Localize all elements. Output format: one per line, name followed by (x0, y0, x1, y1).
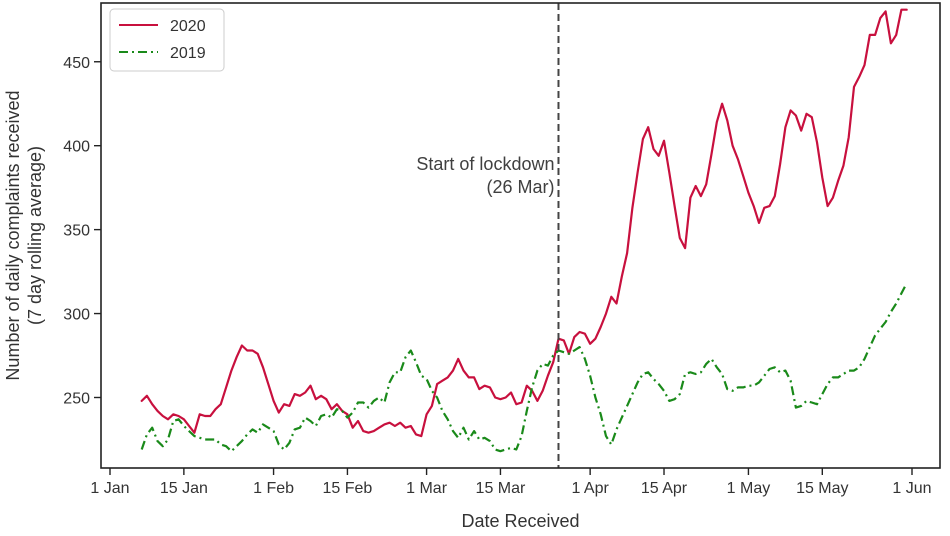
y-tick-label: 400 (63, 139, 90, 156)
x-tick-label: 1 May (727, 480, 771, 497)
x-tick-label: 15 Jan (160, 480, 208, 497)
series-line-2019 (140, 282, 908, 453)
legend-entry-2020: 2020 (170, 18, 206, 35)
x-tick-label: 15 Apr (641, 480, 688, 497)
x-tick-label: 15 May (796, 480, 848, 497)
series-layer (140, 8, 908, 453)
x-tick-label: 1 Mar (406, 480, 448, 497)
annotation-layer: Start of lockdown (26 Mar) (416, 3, 560, 468)
x-tick-label: 1 Feb (253, 480, 294, 497)
plot-frame (100, 2, 941, 469)
legend: 2020 2019 (109, 8, 225, 72)
x-tick-label: 1 Apr (571, 480, 609, 497)
annotation-label-line-2: (26 Mar) (486, 177, 554, 197)
x-axis: 1 Jan 15 Jan 1 Feb 15 Feb 1 Mar 15 Mar 1 Apr 15… (90, 468, 932, 497)
legend-entry-2019: 2019 (170, 45, 206, 62)
y-tick-label: 250 (63, 390, 90, 407)
y-axis-label: Number of daily complaints received (7 d… (3, 90, 45, 380)
y-axis-label-line-2: (7 day rolling average) (25, 146, 45, 325)
x-tick-label: 1 Jan (90, 480, 129, 497)
y-axis: 250 300 350 400 450 (63, 55, 101, 407)
legend-box (109, 8, 225, 72)
y-tick-label: 350 (63, 223, 90, 240)
series-line-2020 (140, 8, 908, 438)
y-tick-label: 450 (63, 55, 90, 72)
y-tick-label: 300 (63, 307, 90, 324)
x-axis-label: Date Received (461, 511, 579, 531)
y-axis-label-line-1: Number of daily complaints received (3, 90, 23, 380)
x-tick-label: 15 Feb (323, 480, 373, 497)
x-tick-label: 15 Mar (476, 480, 526, 497)
annotation-label-line-1: Start of lockdown (416, 154, 554, 174)
x-tick-label: 1 Jun (892, 480, 931, 497)
